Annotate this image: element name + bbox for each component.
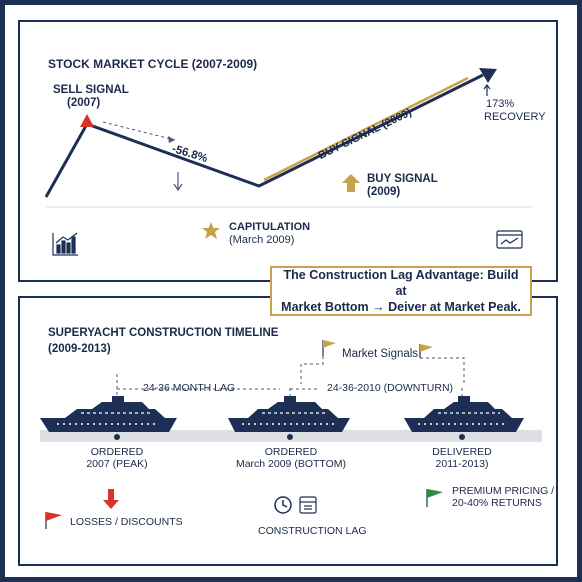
calendar-icon [299,496,317,514]
yacht-1-label: ORDERED 2007 (PEAK) [86,446,148,471]
capitulation-label: CAPITULATION (March 2009) [229,221,311,246]
gold-recovery-line [263,76,469,182]
monitor-chart-icon [496,230,523,249]
flag-icon [45,512,62,529]
yacht-icon [404,396,524,432]
yacht-3-label: DELIVERED 2011-2013) [432,446,492,471]
sell-signal-triangle [80,114,94,127]
yacht-icon [228,396,350,432]
starburst-icon [202,222,220,239]
sell-signal-label: SELL SIGNAL (2007) [53,84,129,110]
stock-cycle-title: STOCK MARKET CYCLE (2007-2009) [48,57,258,71]
market-signals-label: Market Signals [342,348,419,360]
yacht-icon [40,396,177,432]
premium-returns-label: PREMIUM PRICING / 20-40% RETURNS [452,485,555,510]
timeline-title: SUPERYACHT CONSTRUCTION TIMELINE (2009-2… [48,327,279,355]
buy-signal-label: BUY SIGNAL (2009) [367,173,438,199]
timeline-dot [287,434,293,440]
clock-icon [274,496,292,514]
down-arrow-icon [103,489,119,509]
lag-label-1: 24-36 MONTH LAG [143,382,236,394]
timeline-dot [114,434,120,440]
yacht-2-label: ORDERED March 2009 (BOTTOM) [235,446,347,471]
losses-label: LOSSES / DISCOUNTS [70,516,183,528]
construction-lag-callout-overlay: The Construction Lag Advantage: Build at… [270,266,532,316]
buy-signal-up-arrow [342,174,360,192]
timeline-dot [459,434,465,440]
bar-chart-icon [52,232,78,256]
recovery-label: 173% RECOVERY [484,98,546,123]
flag-icon [419,344,433,358]
recovery-arrowhead [479,68,497,83]
lag-label-2: 24-36-2010 (DOWNTURN) [327,382,454,394]
flag-icon [426,489,443,507]
drop-dashed-arrow [102,121,176,141]
construction-lag-label: CONSTRUCTION LAG [258,525,367,537]
market-line [44,73,484,198]
flag-icon [322,340,336,356]
